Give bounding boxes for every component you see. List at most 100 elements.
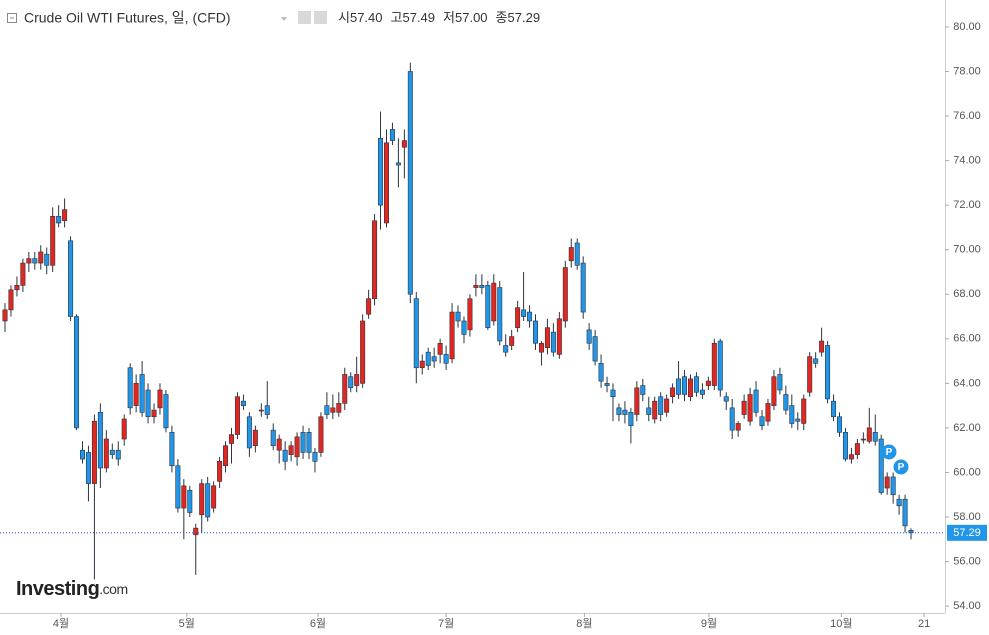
- candle-body: [693, 376, 699, 393]
- candle-body: [795, 418, 801, 422]
- candle-body: [854, 443, 860, 455]
- candle-body: [109, 449, 115, 455]
- candle-body: [193, 527, 199, 536]
- last-price-box: [947, 524, 987, 541]
- candle-body: [664, 398, 670, 413]
- candle-body: [14, 285, 20, 291]
- candle-body: [729, 407, 735, 431]
- candle-body: [890, 476, 896, 496]
- candle-body: [103, 438, 109, 469]
- candle-body: [866, 427, 872, 442]
- candle-body: [79, 449, 85, 460]
- candle-body: [407, 71, 413, 295]
- last-price-label: 57.29: [953, 527, 981, 539]
- candle-body: [550, 331, 556, 353]
- candle-body: [139, 374, 145, 413]
- dropdown-arrow[interactable]: [281, 17, 287, 21]
- candle-body: [491, 282, 497, 322]
- candle-body: [32, 258, 38, 264]
- candle-body: [229, 434, 235, 444]
- candle-body: [74, 316, 80, 429]
- candle-body: [884, 476, 890, 489]
- candle-body: [163, 394, 169, 429]
- candle-body: [735, 423, 741, 431]
- candle-body: [437, 342, 443, 355]
- candle-body: [848, 454, 854, 460]
- chart-title: Crude Oil WTI Futures, 일, (CFD): [24, 10, 231, 26]
- candle-body: [658, 396, 664, 415]
- candle-body: [276, 438, 282, 451]
- candle-body: [115, 449, 121, 460]
- candle-body: [783, 394, 789, 411]
- candle-body: [425, 351, 431, 366]
- candle-body: [723, 396, 729, 402]
- candle-body: [860, 438, 866, 441]
- candle-body: [544, 327, 550, 349]
- candle-body: [568, 247, 574, 262]
- candle-body: [288, 445, 294, 455]
- event-label: P: [886, 447, 893, 458]
- x-tick-label: 8월: [576, 617, 592, 630]
- candle-body: [449, 311, 455, 360]
- candle-body: [121, 418, 127, 440]
- y-tick-label: 56.00: [953, 555, 981, 567]
- legend-label: 고: [391, 10, 403, 25]
- logo-suffix: .com: [99, 581, 127, 597]
- candle-body: [473, 285, 479, 288]
- x-tick-label: 10월: [830, 617, 852, 630]
- settings-icon[interactable]: [298, 11, 311, 24]
- candle-body: [586, 329, 592, 344]
- candle-body: [562, 267, 568, 322]
- candle-body: [789, 405, 795, 424]
- candle-body: [813, 358, 819, 364]
- candle-body: [240, 400, 246, 406]
- candle-body: [640, 385, 646, 395]
- y-tick-label: 74.00: [953, 155, 981, 167]
- candle-body: [896, 498, 902, 507]
- candle-body: [294, 436, 300, 458]
- candle-body: [330, 407, 336, 413]
- close-icon[interactable]: [314, 11, 327, 24]
- y-tick-label: 60.00: [953, 466, 981, 478]
- y-tick-label: 62.00: [953, 422, 981, 434]
- candle-body: [634, 387, 640, 415]
- candle-body: [2, 309, 8, 322]
- event-marker[interactable]: [893, 459, 909, 475]
- candle-body: [527, 311, 533, 322]
- candle-body: [44, 253, 50, 266]
- candle-body: [354, 374, 360, 386]
- candle-body: [401, 140, 407, 148]
- candle-body: [616, 407, 622, 415]
- candle-body: [580, 262, 586, 313]
- candle-body: [538, 342, 544, 353]
- candle-body: [282, 449, 288, 462]
- candle-body: [902, 498, 908, 527]
- candle-body: [20, 262, 26, 286]
- candle-body: [56, 215, 62, 224]
- event-marker[interactable]: [881, 444, 897, 460]
- candle-body: [318, 416, 324, 453]
- candle-body: [521, 309, 527, 317]
- candle-body: [598, 363, 604, 382]
- legend-label: 종: [496, 10, 508, 25]
- candle-body: [300, 432, 306, 453]
- x-tick-label: 4월: [53, 617, 69, 630]
- candle-body: [509, 336, 515, 346]
- candle-body: [181, 485, 187, 509]
- candle-body: [705, 380, 711, 386]
- candle-body: [348, 376, 354, 389]
- candle-body: [699, 389, 705, 395]
- candle-body: [842, 432, 848, 460]
- candle-body: [872, 432, 878, 442]
- candle-body: [395, 162, 401, 166]
- candle-body: [628, 412, 634, 426]
- candle-body: [682, 376, 688, 395]
- x-tick-label: 21: [918, 618, 930, 630]
- ohlc-legend: 시57.40 고57.49 저57.00 종57.29: [338, 10, 540, 25]
- candle-body: [336, 403, 342, 413]
- collapse-icon[interactable]: [7, 13, 17, 23]
- candle-body: [819, 340, 825, 353]
- candle-body: [62, 209, 68, 222]
- candle-body: [765, 403, 771, 422]
- x-tick-label: 5월: [179, 617, 195, 630]
